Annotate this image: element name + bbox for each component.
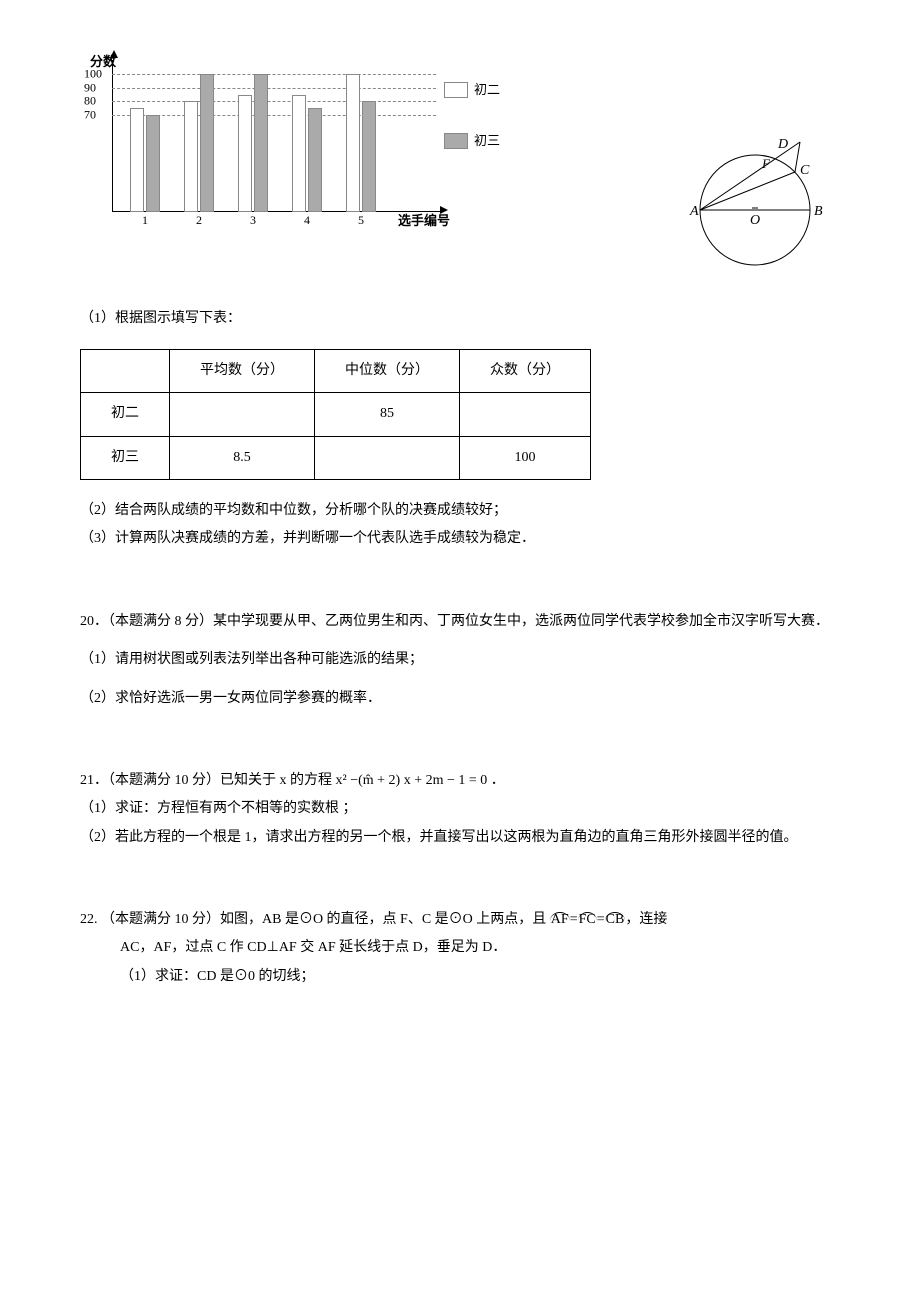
problem-22: 22. （本题满分 10 分）如图，AB 是⊙O 的直径，点 F、C 是⊙O 上…	[80, 909, 840, 988]
p22-line2: AC，AF，过点 C 作 CD⊥AF 交 AF 延长线于点 D，垂足为 D．	[80, 937, 840, 959]
bar-group	[238, 74, 268, 212]
p22-line1: 22. （本题满分 10 分）如图，AB 是⊙O 的直径，点 F、C 是⊙O 上…	[80, 909, 840, 931]
table-header-row: 平均数（分） 中位数（分） 众数（分）	[81, 349, 591, 392]
table-cell: 100	[460, 436, 591, 479]
bar	[238, 95, 252, 212]
bar	[184, 101, 198, 212]
table-header-0	[81, 349, 170, 392]
table-row: 初三 8.5 100	[81, 436, 591, 479]
q19-sub3: （3）计算两队决赛成绩的方差，并判断哪一个代表队选手成绩较为稳定．	[80, 528, 840, 550]
bar-group	[346, 74, 376, 212]
p22-sub1: （1）求证：CD 是⊙0 的切线；	[80, 966, 840, 988]
p22-stem-pre: 22. （本题满分 10 分）如图，AB 是⊙O 的直径，点 F、C 是⊙O 上…	[80, 912, 550, 927]
p20-stem: 20．（本题满分 8 分）某中学现要从甲、乙两位男生和丙、丁两位女生中，选派两位…	[80, 611, 840, 633]
bar-group	[184, 74, 214, 212]
grid-line	[112, 101, 436, 102]
bar	[200, 74, 214, 212]
arc-CB: CB	[605, 912, 626, 927]
bar-group	[292, 95, 322, 212]
point-F: F	[761, 156, 771, 171]
bar	[292, 95, 306, 212]
x-tick-label: 1	[142, 211, 148, 230]
table-cell	[460, 393, 591, 436]
bar-group	[130, 108, 160, 212]
table-cell: 初三	[81, 436, 170, 479]
point-B: B	[814, 204, 823, 219]
bar	[346, 74, 360, 212]
bar-chart: 分数 708090100 12345 选手编号 初二 初三	[80, 60, 440, 240]
y-tick-label: 100	[84, 64, 102, 83]
p21-stem-post: ．	[487, 773, 505, 788]
table-cell	[170, 393, 315, 436]
y-axis-arrow-icon	[110, 50, 118, 58]
table-header-2: 中位数（分）	[315, 349, 460, 392]
q19-sub2: （2）结合两队成绩的平均数和中位数，分析哪个队的决赛成绩较好；	[80, 500, 840, 522]
p20-sub2: （2）求恰好选派一男一女两位同学参赛的概率．	[80, 688, 840, 710]
table-cell	[315, 436, 460, 479]
p21-sub2: （2）若此方程的一个根是 1，请求出方程的另一个根，并直接写出以这两根为直角边的…	[80, 827, 840, 849]
legend-label-1: 初三	[474, 131, 500, 152]
point-D: D	[777, 137, 788, 152]
table-row: 初二 85	[81, 393, 591, 436]
legend: 初二 初三	[444, 80, 500, 182]
legend-item-0: 初二	[444, 80, 500, 101]
bar	[308, 108, 322, 212]
arc-FC: FC	[578, 912, 597, 927]
bar	[254, 74, 268, 212]
grid-line	[112, 115, 436, 116]
grid-line	[112, 88, 436, 89]
legend-label-0: 初二	[474, 80, 500, 101]
stats-table: 平均数（分） 中位数（分） 众数（分） 初二 85 初三 8.5 100	[80, 349, 591, 480]
circle-svg: A B C D F O	[670, 120, 840, 280]
x-tick-label: 3	[250, 211, 256, 230]
chart-and-diagram-row: 分数 708090100 12345 选手编号 初二 初三 A	[80, 60, 840, 288]
x-tick-label: 5	[358, 211, 364, 230]
x-axis-line	[112, 211, 440, 212]
bar	[362, 101, 376, 212]
p20-sub1: （1）请用树状图或列表法列举出各种可能选派的结果；	[80, 649, 840, 671]
arc-AF: AF	[550, 912, 570, 927]
problem-21: 21．（本题满分 10 分）已知关于 x 的方程 x² −(m̂ + 2) x …	[80, 770, 840, 849]
p21-formula: x² −(m̂ + 2) x + 2m − 1 = 0	[336, 773, 488, 788]
p21-sub1: （1）求证：方程恒有两个不相等的实数根 ；	[80, 798, 840, 820]
legend-item-1: 初三	[444, 131, 500, 152]
p22-stem-mid: ，连接	[625, 912, 667, 927]
point-A: A	[689, 204, 699, 219]
point-C: C	[800, 163, 810, 178]
problem-20: 20．（本题满分 8 分）某中学现要从甲、乙两位男生和丙、丁两位女生中，选派两位…	[80, 611, 840, 710]
bar	[130, 108, 144, 212]
legend-swatch-0	[444, 82, 468, 98]
x-axis-label: 选手编号	[398, 211, 450, 232]
table-header-1: 平均数（分）	[170, 349, 315, 392]
x-tick-label: 2	[196, 211, 202, 230]
q19-sub1: （1）根据图示填写下表：	[80, 308, 840, 330]
table-header-3: 众数（分）	[460, 349, 591, 392]
table-cell: 85	[315, 393, 460, 436]
table-cell: 初二	[81, 393, 170, 436]
p21-stem-pre: 21．（本题满分 10 分）已知关于 x 的方程	[80, 773, 336, 788]
p21-stem: 21．（本题满分 10 分）已知关于 x 的方程 x² −(m̂ + 2) x …	[80, 770, 840, 792]
y-axis-line	[112, 60, 113, 212]
circle-diagram: A B C D F O	[670, 120, 840, 288]
point-O: O	[750, 213, 760, 228]
x-tick-label: 4	[304, 211, 310, 230]
bar	[146, 115, 160, 212]
legend-swatch-1	[444, 133, 468, 149]
table-cell: 8.5	[170, 436, 315, 479]
grid-line	[112, 74, 436, 75]
